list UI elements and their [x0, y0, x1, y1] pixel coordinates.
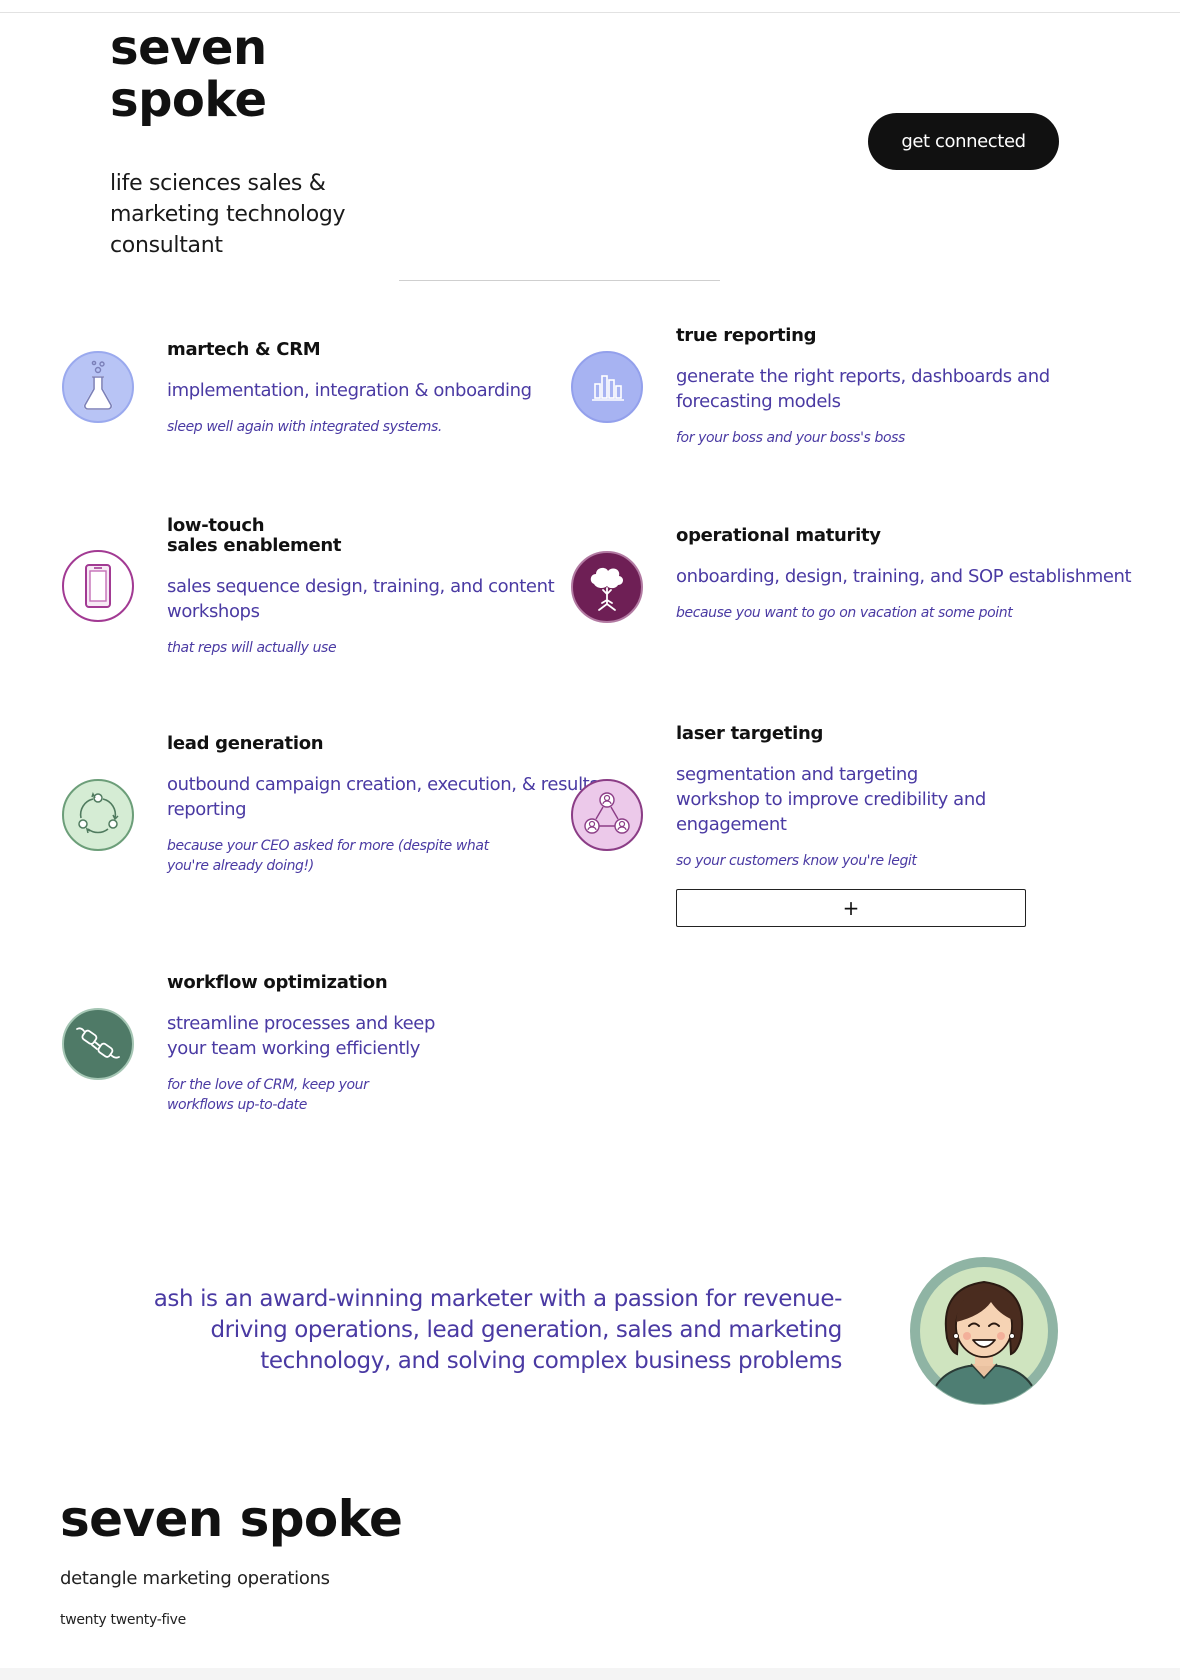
service-lead-generation: lead generation outbound campaign creati… [62, 733, 637, 876]
service-description: onboarding, design, training, and SOP es… [676, 566, 1132, 587]
service-laser-targeting: laser targeting segmentation and targeti… [571, 723, 1146, 871]
service-description: generate the right reports, dashboards a… [676, 366, 1050, 412]
flask-icon [61, 350, 135, 424]
service-note: sleep well again with integrated systems… [167, 419, 442, 435]
mobile-phone-icon [61, 549, 135, 623]
top-divider-line [0, 12, 1180, 13]
brand-logo[interactable]: seven spoke [110, 22, 267, 126]
service-title-line-1: low-touch [167, 515, 265, 536]
service-workflow-optimization: workflow optimization streamline process… [62, 972, 637, 1115]
footer-tagline: detangle marketing operations [60, 1568, 330, 1589]
service-description: sales sequence design, training, and con… [167, 576, 555, 622]
service-description: streamline processes and keep your team … [167, 1013, 435, 1059]
service-title: martech & CRM [167, 339, 321, 360]
service-martech-crm: martech & CRM implementation, integratio… [62, 339, 637, 437]
bio-statement: ash is an award-winning marketer with a … [153, 1286, 843, 1374]
footer-brand[interactable]: seven spoke [60, 1490, 403, 1548]
service-note: for the love of CRM, keep your workflows… [167, 1077, 369, 1113]
service-sales-enablement: low-touch sales enablement sales sequenc… [62, 516, 637, 658]
service-note: because you want to go on vacation at so… [676, 605, 1013, 621]
service-note: so your customers know you're legit [676, 853, 917, 869]
service-description: segmentation and targeting workshop to i… [676, 764, 986, 835]
service-operational-maturity: operational maturity onboarding, design,… [571, 525, 1146, 623]
plug-connector-icon [61, 1007, 135, 1081]
service-title-line-2: sales enablement [167, 535, 342, 556]
service-note: because your CEO asked for more (despite… [167, 838, 489, 874]
people-network-icon [570, 778, 644, 852]
service-title: low-touch sales enablement [167, 516, 637, 556]
service-note: for your boss and your boss's boss [676, 430, 905, 446]
cycle-arrows-icon [61, 778, 135, 852]
service-title: workflow optimization [167, 972, 388, 993]
service-true-reporting: true reporting generate the right report… [571, 325, 1146, 448]
brand-line-1: seven [110, 20, 267, 76]
service-title: true reporting [676, 325, 817, 346]
tree-icon [570, 550, 644, 624]
hero-tagline: life sciences sales & marketing technolo… [110, 171, 346, 258]
get-connected-button[interactable]: get connected [868, 113, 1059, 170]
bar-chart-icon [570, 350, 644, 424]
service-title: operational maturity [676, 525, 881, 546]
service-description: outbound campaign creation, execution, &… [167, 774, 599, 820]
avatar [909, 1256, 1059, 1406]
section-divider [399, 280, 720, 281]
service-title: laser targeting [676, 723, 824, 744]
brand-line-2: spoke [110, 72, 267, 128]
show-more-button[interactable]: + [676, 889, 1026, 927]
service-title: lead generation [167, 733, 324, 754]
service-note: that reps will actually use [167, 640, 337, 656]
footer-year: twenty twenty-five [60, 1612, 186, 1628]
bottom-bar [0, 1668, 1180, 1680]
service-description: implementation, integration & onboarding [167, 380, 532, 401]
